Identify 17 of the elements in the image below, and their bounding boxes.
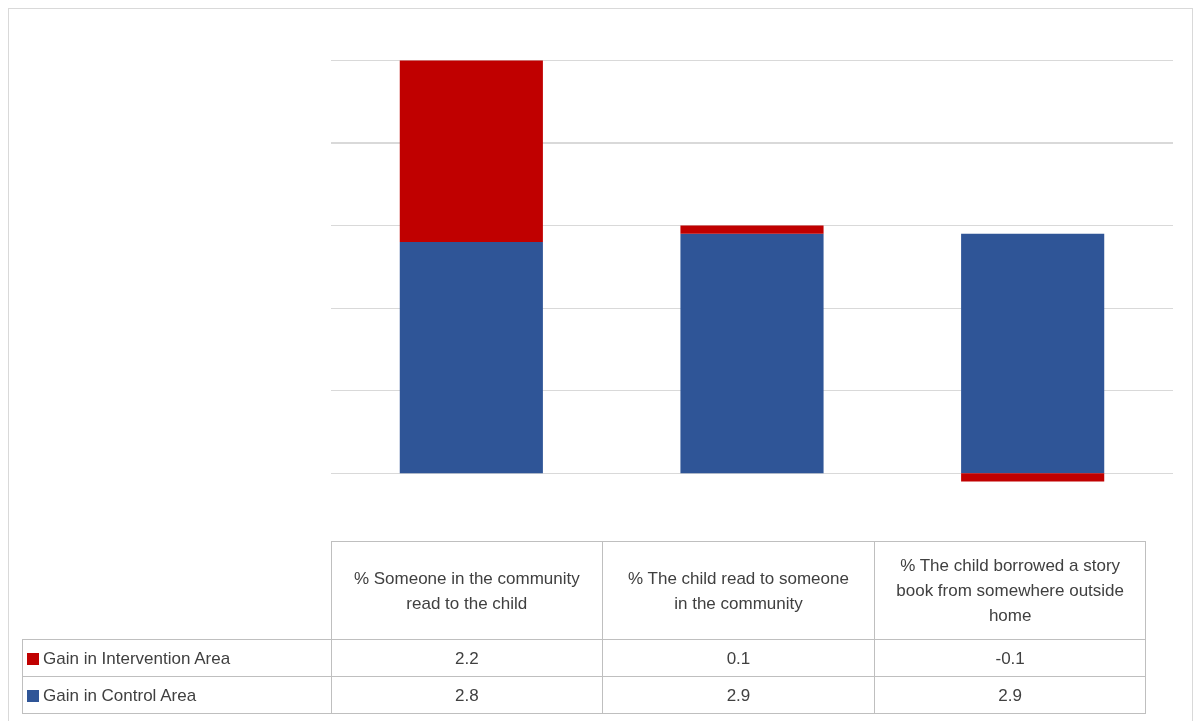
bar [680,225,824,234]
x-tick-label: % Someone in the community read to the child [331,541,603,640]
data-label: 2.8 [331,676,603,714]
bar [961,473,1105,482]
bar [399,242,543,474]
bar [680,233,824,474]
legend-label: Gain in Control Area [22,676,331,714]
data-label: 2.9 [874,676,1146,714]
data-label: -0.1 [874,639,1146,677]
x-tick-label: % The child read to someone in the community [602,541,875,640]
bar [961,233,1105,474]
x-tick-label: % The child borrowed a story book from somewhere outside home [874,541,1146,640]
legend-label: Gain in Intervention Area [22,639,331,677]
data-label: 2.9 [602,676,875,714]
data-label: 2.2 [331,639,603,677]
bar [399,60,543,243]
data-label: 0.1 [602,639,875,677]
